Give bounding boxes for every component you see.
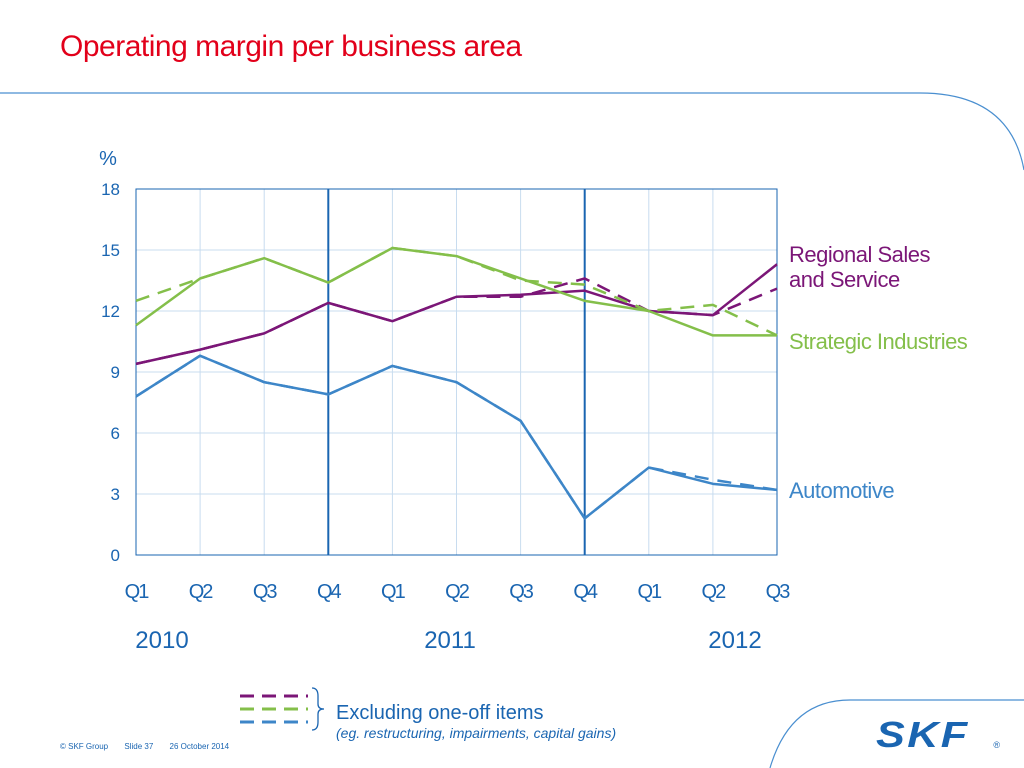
footer-slide: Slide 37 <box>124 742 154 751</box>
y-tick-label: 15 <box>101 241 120 260</box>
series-line-regional <box>135 263 778 366</box>
page-title: Operating margin per business area <box>60 30 522 63</box>
y-axis-unit: % <box>99 148 117 170</box>
series-line-strategic <box>135 246 777 337</box>
series-label-regional: and Service <box>789 267 900 292</box>
plot-frame <box>135 188 778 556</box>
x-tick-label: Q3 <box>766 581 791 603</box>
x-tick-label: Q1 <box>637 581 662 603</box>
legend-note-sub: (eg. restructuring, impairments, capital… <box>336 725 617 741</box>
series-line-excl-strategic <box>135 246 778 337</box>
y-tick-label: 0 <box>111 546 120 565</box>
footer: © SKF Group Slide 37 26 October 2014 <box>60 742 243 751</box>
series-line-automotive <box>135 354 778 520</box>
year-label: 2010 <box>135 627 188 654</box>
x-tick-label: Q3 <box>253 581 278 603</box>
y-tick-label: 12 <box>101 302 120 321</box>
x-tick-label: Q4 <box>317 581 342 603</box>
x-tick-label: Q2 <box>445 581 470 603</box>
series-label-automotive: Automotive <box>789 478 894 503</box>
y-tick-label: 6 <box>111 424 120 443</box>
y-tick-label: 18 <box>101 180 120 199</box>
y-tick-label: 9 <box>111 363 120 382</box>
skf-logo: SKF ® <box>876 714 1000 755</box>
x-tick-label: Q1 <box>125 581 150 603</box>
year-label: 2011 <box>424 627 476 654</box>
x-tick-label: Q2 <box>702 581 727 603</box>
skf-logo-text: SKF <box>876 714 970 755</box>
legend-note: Excluding one-off items (eg. restructuri… <box>336 702 616 742</box>
x-tick-label: Q2 <box>189 581 214 603</box>
series-label-regional: Regional Sales <box>789 242 930 267</box>
x-tick-label: Q4 <box>573 581 598 603</box>
x-tick-label: Q1 <box>381 581 406 603</box>
footer-copyright: © SKF Group <box>60 742 109 751</box>
series-label-strategic: Strategic Industries <box>789 329 968 354</box>
registered-mark: ® <box>993 740 1000 750</box>
footer-date: 26 October 2014 <box>169 742 230 751</box>
y-tick-label: 3 <box>111 485 120 504</box>
year-label: 2012 <box>708 627 761 654</box>
x-tick-label: Q3 <box>509 581 534 603</box>
legend-note-main: Excluding one-off items <box>336 702 544 724</box>
